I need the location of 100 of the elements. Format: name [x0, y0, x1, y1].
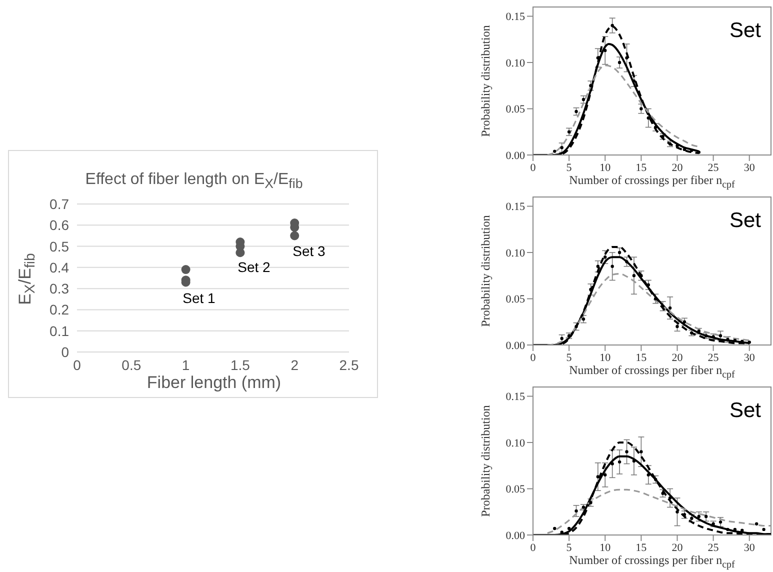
line-series	[546, 64, 700, 155]
point	[697, 150, 700, 154]
point	[640, 450, 643, 454]
x-tick-label: 30	[744, 352, 756, 364]
x-tick-label: 30	[744, 542, 756, 554]
point	[668, 306, 672, 310]
point	[567, 130, 571, 134]
point	[604, 256, 607, 259]
x-tick-label: 0	[530, 542, 536, 554]
point	[625, 450, 628, 454]
point	[668, 496, 672, 500]
point	[661, 492, 664, 495]
point	[632, 459, 636, 463]
annotation: Set 3	[292, 243, 326, 259]
x-tick-label: 5	[566, 162, 572, 174]
y-tick-label: 0.15	[506, 391, 526, 404]
point	[740, 528, 744, 532]
point	[610, 24, 614, 28]
x-tick-label: 10	[600, 162, 612, 174]
point	[618, 250, 622, 254]
point	[676, 144, 679, 148]
x-tick-label: 15	[636, 352, 648, 364]
y-tick-label: 0.3	[50, 280, 70, 297]
point	[560, 336, 564, 340]
y-tick-label: 0.7	[50, 196, 70, 212]
x-tick-label: 5	[566, 542, 572, 554]
y-tick-label: 0.10	[506, 57, 526, 70]
point	[553, 526, 556, 530]
point	[697, 514, 700, 518]
point	[604, 48, 607, 52]
line-series	[546, 272, 750, 345]
point	[582, 318, 586, 321]
y-tick-label: 0.15	[506, 11, 526, 24]
point	[682, 320, 686, 324]
y-tick-label: 0.05	[506, 294, 526, 306]
y-axis-title: Probability distribution	[478, 215, 494, 327]
point	[574, 509, 578, 513]
x-tick-label: 1.5	[230, 356, 250, 373]
point	[646, 116, 650, 120]
point	[596, 475, 600, 478]
x-axis-title: Number of crossings per fiber n$_{cpf}$	[568, 363, 736, 380]
point	[754, 522, 758, 526]
y-tick-label: 0.00	[506, 530, 526, 542]
point	[704, 514, 708, 518]
annotation: Set	[729, 399, 761, 423]
point	[618, 460, 622, 464]
point	[618, 60, 622, 64]
point	[589, 501, 592, 504]
y-tick-label: 0.4	[50, 259, 70, 276]
point	[646, 473, 650, 476]
x-tick-label: 15	[636, 162, 648, 174]
x-tick-label: 0.5	[122, 356, 142, 373]
point	[676, 510, 679, 514]
y-tick-label: 0.05	[506, 104, 526, 116]
x-tick-label: 30	[744, 162, 756, 174]
point	[726, 528, 730, 532]
x-tick-label: 1	[182, 356, 190, 373]
annotation: Set	[729, 19, 761, 43]
point	[574, 110, 578, 114]
x-tick-label: 20	[672, 162, 684, 174]
x-axis-title: Number of crossings per fiber n$_{cpf}$	[568, 173, 736, 190]
point	[690, 516, 694, 520]
x-axis-title: Number of crossings per fiber n$_{cpf}$	[568, 553, 736, 570]
y-tick-label: 0.00	[506, 150, 526, 162]
chart-title: Effect of fiber length on E$_{X}$/E$_{fib}$	[84, 171, 304, 192]
x-axis-title: Fiber length (mm)	[146, 373, 282, 393]
y-tick-label: 0.10	[506, 437, 526, 450]
point	[290, 231, 300, 240]
y-tick-label: 0.5	[50, 238, 70, 254]
point	[596, 264, 600, 268]
point	[682, 148, 686, 152]
annotation: Set 1	[182, 290, 216, 306]
annotation: Set	[729, 209, 761, 233]
point	[582, 98, 586, 102]
point	[654, 478, 658, 482]
x-tick-label: 0	[530, 352, 536, 364]
y-tick-label: 0.2	[50, 302, 70, 318]
point	[690, 148, 694, 152]
line-series	[546, 488, 771, 534]
point	[589, 84, 592, 88]
point	[625, 260, 628, 264]
point	[654, 126, 658, 129]
x-tick-label: 20	[672, 352, 684, 364]
point	[646, 283, 650, 286]
y-axis-title: Probability distribution	[478, 405, 494, 517]
x-tick-label: 25	[708, 162, 720, 174]
point	[560, 146, 564, 150]
x-tick-label: 25	[708, 542, 720, 554]
point	[553, 150, 556, 153]
y-tick-label: 0.15	[506, 201, 526, 214]
point	[676, 324, 679, 328]
x-tick-label: 2	[290, 356, 299, 373]
point	[610, 462, 614, 466]
point	[718, 334, 722, 338]
point	[567, 526, 571, 530]
point	[682, 513, 686, 516]
point	[640, 107, 643, 110]
x-tick-label: 5	[566, 352, 572, 364]
x-tick-label: 2.5	[339, 356, 359, 373]
point	[181, 265, 190, 274]
